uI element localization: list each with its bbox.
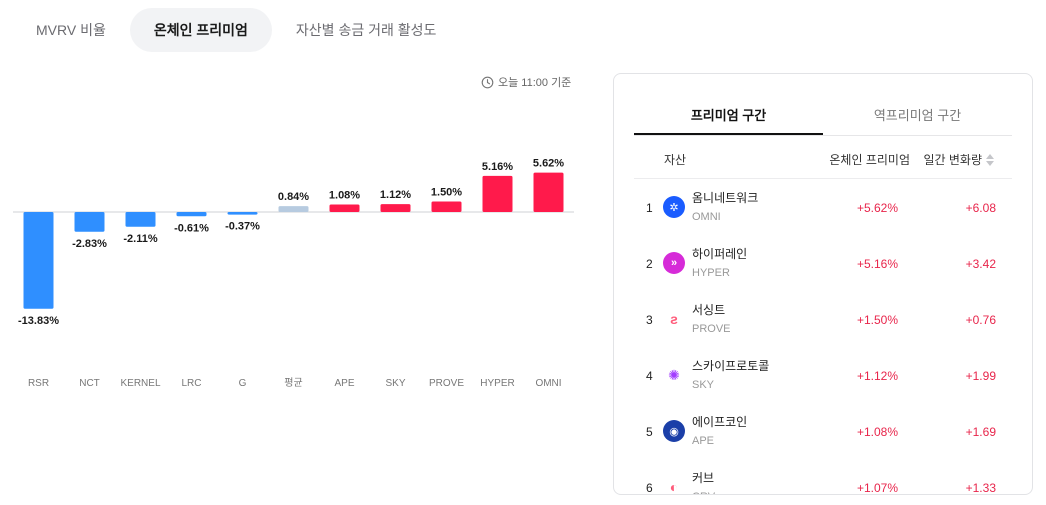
category-label: HYPER: [480, 378, 514, 389]
ranking-panel: 프리미엄 구간 역프리미엄 구간 자산 온체인 프리미엄 일간 변화량 1 ✲ 옴니…: [613, 73, 1033, 495]
bar-NCT[interactable]: [74, 212, 105, 232]
bar-LRC[interactable]: [176, 212, 207, 217]
premium-bar-chart: -13.83% RSR -2.83% NCT -2.11% KERNEL -0.61% LRC…: [0, 130, 590, 400]
header-daily-change[interactable]: 일간 변화량: [923, 151, 994, 168]
tab-premium-range[interactable]: 프리미엄 구간: [634, 100, 823, 135]
bar-APE[interactable]: [329, 204, 360, 212]
bar-value-label: -2.83%: [72, 238, 107, 250]
category-label: SKY: [385, 378, 405, 389]
row-rank: 4: [646, 369, 653, 383]
row-asset-name: 옴니네트워크: [692, 191, 759, 205]
bar-value-label: -13.83%: [18, 315, 59, 327]
panel-tabs: 프리미엄 구간 역프리미엄 구간: [634, 100, 1012, 136]
table-row[interactable]: 2 » 하이퍼레인 HYPER +5.16% +3.42: [634, 235, 1012, 291]
timestamp-text: 오늘 11:00 기준: [498, 77, 572, 89]
tab-transfer-activity[interactable]: 자산별 송금 거래 활성도: [295, 22, 437, 38]
header-asset: 자산: [664, 153, 687, 167]
bar-value-label: -2.11%: [123, 233, 157, 245]
table-row[interactable]: 4 ✺ 스카이프로토콜 SKY +1.12% +1.99: [634, 347, 1012, 403]
category-label: RSR: [28, 378, 49, 389]
tab-reverse-premium-range[interactable]: 역프리미엄 구간: [873, 108, 962, 123]
row-daily-change: +1.33: [965, 481, 996, 495]
clock-icon: [481, 76, 494, 88]
row-rank: 5: [646, 425, 653, 439]
bar-SKY[interactable]: [380, 204, 411, 212]
timestamp: 오늘 11:00 기준: [481, 74, 571, 90]
row-ticker: PROVE: [692, 323, 731, 335]
row-daily-change: +0.76: [965, 313, 996, 327]
category-label: G: [239, 378, 247, 389]
row-rank: 6: [646, 481, 653, 495]
category-label: OMNI: [535, 378, 561, 389]
bar-평균[interactable]: [278, 206, 309, 212]
bar-value-label: -0.37%: [225, 221, 260, 233]
table-header: 자산 온체인 프리미엄 일간 변화량: [634, 137, 1012, 179]
table-row[interactable]: 5 ◉ 에이프코인 APE +1.08% +1.69: [634, 403, 1012, 459]
omni-icon: ✲: [663, 196, 685, 218]
category-label: APE: [334, 378, 354, 389]
row-ticker: CRV: [692, 491, 715, 494]
ranking-table: 1 ✲ 옴니네트워크 OMNI +5.62% +6.08 2 » 하이퍼레인 HYPER +5.16…: [634, 179, 1012, 495]
category-label: LRC: [181, 378, 201, 389]
bar-RSR[interactable]: [23, 212, 54, 309]
sky-icon: ✺: [663, 364, 685, 386]
row-premium: +5.16%: [856, 257, 898, 271]
sort-icon[interactable]: [986, 153, 994, 166]
row-premium: +1.08%: [856, 425, 898, 439]
bar-KERNEL[interactable]: [125, 212, 156, 227]
row-rank: 1: [646, 201, 653, 215]
header-daily-change-label: 일간 변화량: [923, 153, 982, 167]
row-premium: +1.50%: [856, 313, 898, 327]
tab-mvrv[interactable]: MVRV 비율: [36, 22, 106, 38]
tab-onchain-premium[interactable]: 온체인 프리미엄: [129, 8, 272, 52]
ape-icon: ◉: [663, 420, 685, 442]
table-row[interactable]: 1 ✲ 옴니네트워크 OMNI +5.62% +6.08: [634, 179, 1012, 235]
header-premium[interactable]: 온체인 프리미엄: [829, 153, 910, 167]
row-asset-name: 스카이프로토콜: [692, 359, 770, 373]
bar-value-label: 1.50%: [431, 187, 462, 199]
row-daily-change: +3.42: [965, 257, 996, 271]
category-label: KERNEL: [120, 378, 160, 389]
row-ticker: APE: [692, 435, 715, 447]
row-rank: 2: [646, 257, 653, 271]
row-ticker: SKY: [692, 379, 715, 391]
table-row[interactable]: 3 ƨ 서싱트 PROVE +1.50% +0.76: [634, 291, 1012, 347]
category-label: 평균: [284, 377, 302, 389]
row-ticker: OMNI: [692, 211, 721, 223]
bar-value-label: 1.12%: [380, 189, 411, 201]
bar-G[interactable]: [227, 212, 258, 215]
bar-value-label: 1.08%: [329, 189, 360, 201]
bar-value-label: 5.62%: [533, 158, 564, 170]
bar-value-label: 5.16%: [482, 161, 513, 173]
chart-tabs: MVRV 비율 온체인 프리미엄 자산별 송금 거래 활성도: [12, 8, 460, 52]
bar-value-label: 0.84%: [278, 191, 309, 203]
hyper-icon: »: [663, 252, 685, 274]
row-asset-name: 하이퍼레인: [692, 247, 748, 261]
category-label: NCT: [79, 378, 100, 389]
bar-PROVE[interactable]: [431, 201, 462, 213]
row-daily-change: +6.08: [965, 201, 996, 215]
row-premium: +1.12%: [856, 369, 898, 383]
category-label: PROVE: [429, 378, 464, 389]
table-row[interactable]: 6 ◐ 커브 CRV +1.07% +1.33: [634, 459, 1012, 495]
chart-svg: -13.83% RSR -2.83% NCT -2.11% KERNEL -0.61% LRC…: [13, 158, 574, 389]
row-daily-change: +1.99: [965, 369, 996, 383]
row-ticker: HYPER: [692, 267, 730, 279]
row-daily-change: +1.69: [965, 425, 996, 439]
row-asset-name: 커브: [692, 471, 715, 485]
prove-icon: ƨ: [663, 308, 685, 330]
bar-OMNI[interactable]: [533, 172, 564, 212]
bar-HYPER[interactable]: [482, 175, 513, 212]
row-premium: +1.07%: [856, 481, 898, 495]
bar-value-label: -0.61%: [174, 222, 209, 234]
row-rank: 3: [646, 313, 653, 327]
row-premium: +5.62%: [856, 201, 898, 215]
row-asset-name: 서싱트: [692, 303, 726, 317]
crv-icon: ◐: [663, 476, 685, 494]
row-asset-name: 에이프코인: [692, 415, 748, 429]
